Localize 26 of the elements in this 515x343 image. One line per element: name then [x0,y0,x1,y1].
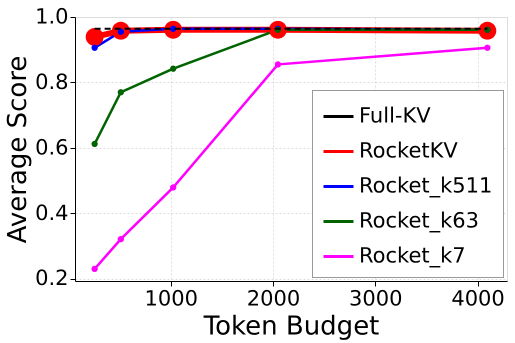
point [91,140,98,148]
y-tick-label: 1.0 [35,4,68,28]
legend-label: RocketKV [359,138,458,162]
y-tick-label: 0.2 [35,266,68,290]
y-tick-label: 0.8 [35,70,68,94]
x-tick-label: 1000 [144,286,198,310]
x-tick-label: 4000 [451,286,505,310]
legend-label: Rocket_k63 [359,208,479,232]
legend-label: Rocket_k7 [359,244,466,268]
x-tick-label: 3000 [349,286,402,310]
point [118,236,124,242]
legend-label: Rocket_k511 [359,174,492,198]
y-axis-title: Average Score [3,56,34,244]
point [170,184,176,191]
point [91,266,98,272]
point [118,89,124,96]
y-tick-label: 0.6 [35,135,68,160]
legend-label: Full-KV [359,104,432,128]
y-tick-label: 0.4 [35,200,68,225]
point [484,44,491,51]
point [91,44,98,51]
point [170,66,176,72]
point [274,61,282,68]
x-tick-label: 2000 [246,286,300,310]
x-axis-title: Token Budget [202,312,380,342]
point [86,28,104,46]
